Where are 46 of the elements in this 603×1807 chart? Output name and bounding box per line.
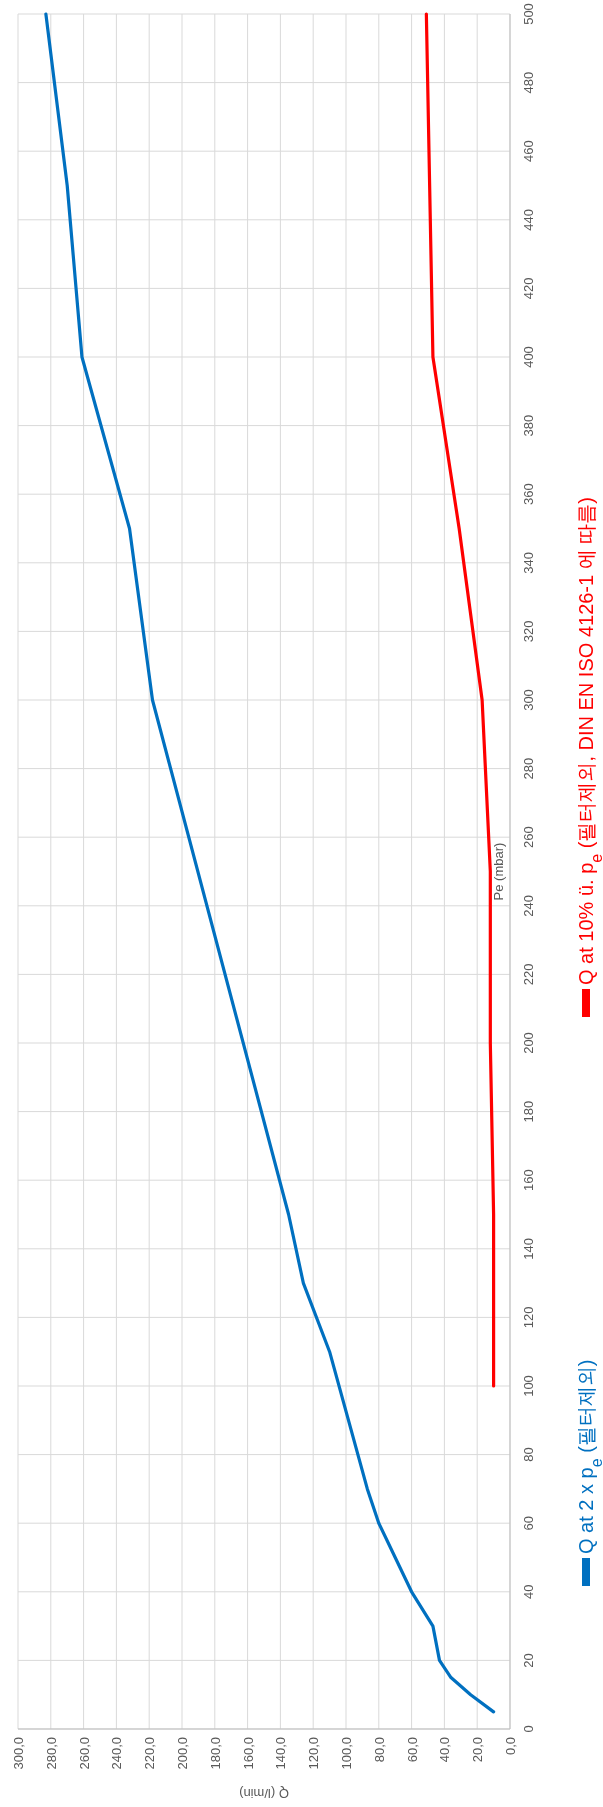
x-tick-label: 120,0	[306, 1737, 322, 1770]
x-tick-label: 140,0	[273, 1737, 289, 1770]
y-tick-label: 420	[521, 277, 536, 300]
x-tick-label: 300,0	[11, 1737, 26, 1770]
y-tick-label: 220	[521, 963, 536, 986]
y-tick-label: 500	[521, 3, 536, 25]
y-tick-label: 260	[521, 826, 536, 849]
y-tick-label: 460	[521, 140, 536, 163]
x-tick-label: 180,0	[207, 1737, 223, 1770]
y-tick-label: 200	[521, 1032, 536, 1054]
x-tick-label: 0,0	[503, 1737, 518, 1756]
y-tick-label: 280	[521, 757, 536, 780]
y-tick-label: 320	[521, 620, 536, 643]
y-tick-label: 380	[521, 414, 536, 437]
y-tick-label: 440	[521, 208, 536, 231]
y-tick-label: 480	[521, 71, 536, 94]
x-tick-label: 100,0	[339, 1737, 354, 1770]
y-tick-label: 60	[521, 1515, 536, 1531]
x-tick-label: 260,0	[76, 1737, 92, 1770]
y-axis-title: Pe (mbar)	[491, 842, 506, 901]
y-tick-label: 400	[521, 346, 536, 368]
y-tick-label: 180	[521, 1100, 536, 1123]
y-tick-label: 120	[521, 1306, 536, 1329]
x-tick-label: 280,0	[43, 1737, 59, 1770]
y-tick-label: 40	[521, 1584, 536, 1600]
x-tick-label: 80,0	[371, 1737, 387, 1763]
x-tick-label: 60,0	[404, 1737, 420, 1763]
y-tick-label: 360	[521, 483, 536, 506]
y-tick-label: 20	[521, 1653, 536, 1668]
y-tick-label: 80	[521, 1447, 536, 1462]
line-series	[424, 12, 496, 1388]
x-tick-label: 160,0	[240, 1737, 256, 1770]
y-tick-label: 300	[521, 689, 536, 711]
x-tick-label: 220,0	[142, 1737, 158, 1770]
x-tick-label: 20,0	[470, 1737, 486, 1763]
x-tick-label: 40,0	[437, 1737, 453, 1763]
y-tick-label: 0	[521, 1725, 536, 1733]
y-tick-label: 100	[521, 1375, 536, 1397]
x-tick-label: 200,0	[175, 1737, 190, 1770]
x-axis-title: Q (l/min)	[239, 1786, 289, 1801]
y-tick-label: 240	[521, 894, 536, 917]
y-tick-label: 160	[521, 1169, 536, 1192]
y-tick-label: 140	[521, 1237, 536, 1260]
y-tick-label: 340	[521, 551, 536, 574]
line-series	[44, 12, 496, 1714]
x-tick-label: 240,0	[109, 1737, 125, 1770]
